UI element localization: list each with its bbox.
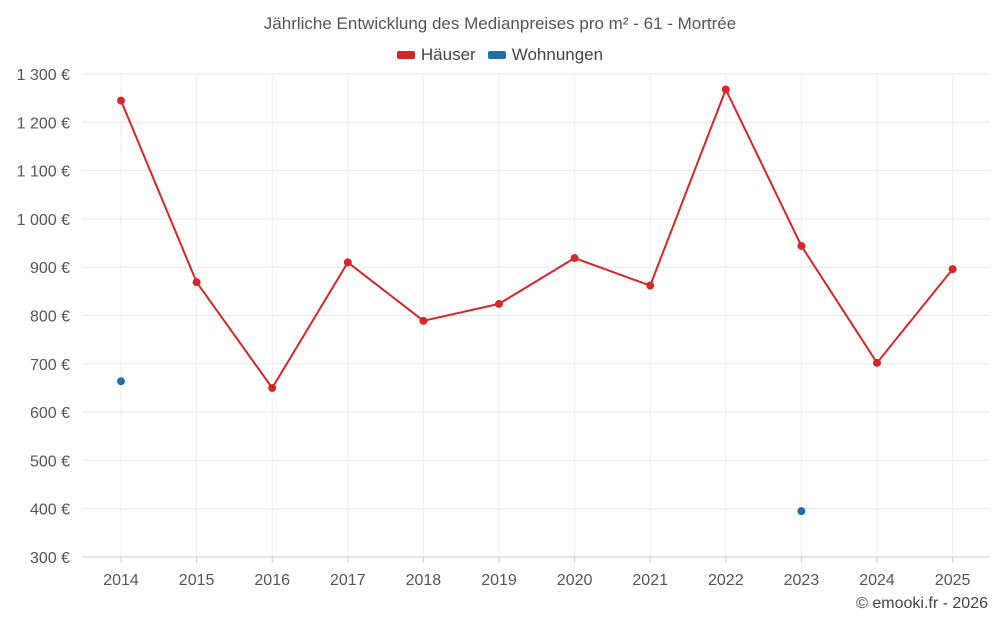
legend-swatch-apartments: [487, 51, 506, 59]
data-point-houses: [873, 358, 881, 367]
data-point-houses: [570, 254, 579, 263]
y-tick-label: 400 €: [30, 502, 70, 519]
footer-credit: © emooki.fr - 2026: [856, 595, 988, 612]
data-point-houses: [268, 383, 277, 392]
x-tick-label: 2018: [406, 572, 442, 589]
y-tick-label: 1 200 €: [17, 115, 70, 132]
series-line-houses: [120, 88, 954, 389]
data-point-houses: [343, 258, 352, 267]
chart-legend: Häuser Wohnungen: [0, 45, 1000, 65]
data-point-apartments: [797, 507, 806, 516]
y-tick-label: 600 €: [30, 405, 70, 422]
legend-item-houses[interactable]: Häuser: [396, 45, 476, 65]
data-point-houses: [721, 85, 730, 94]
data-point-houses: [495, 299, 503, 308]
chart-title: Jährliche Entwicklung des Medianpreises …: [263, 14, 737, 33]
x-tick-label: 2014: [103, 572, 139, 589]
x-tick-label: 2020: [557, 572, 593, 589]
y-tick-label: 900 €: [30, 260, 70, 277]
legend-label-apartments: Wohnungen: [511, 45, 604, 64]
data-point-houses: [797, 241, 806, 250]
x-tick-label: 2015: [179, 572, 215, 589]
legend-swatch-houses: [396, 51, 415, 59]
y-tick-label: 1 000 €: [17, 212, 70, 229]
y-tick-label: 800 €: [30, 309, 70, 326]
y-tick-label: 1 300 €: [17, 67, 70, 84]
data-point-houses: [948, 265, 957, 274]
data-point-houses: [117, 96, 125, 105]
x-tick-label: 2022: [708, 572, 744, 589]
data-point-apartments: [117, 377, 125, 386]
x-tick-label: 2016: [254, 572, 290, 589]
data-point-houses: [646, 281, 655, 290]
legend-label-houses: Häuser: [420, 45, 476, 64]
y-tick-label: 500 €: [30, 453, 70, 470]
legend-item-apartments[interactable]: Wohnungen: [487, 45, 604, 65]
y-tick-label: 1 100 €: [17, 164, 70, 181]
x-tick-label: 2023: [784, 572, 820, 589]
x-tick-label: 2019: [481, 572, 517, 589]
y-tick-label: 700 €: [30, 357, 70, 374]
data-point-houses: [419, 316, 428, 325]
data-point-houses: [192, 278, 201, 287]
x-tick-label: 2024: [859, 572, 895, 589]
y-tick-label: 300 €: [30, 550, 70, 567]
x-tick-label: 2025: [935, 572, 971, 589]
x-tick-label: 2017: [330, 572, 366, 589]
x-tick-label: 2021: [632, 572, 668, 589]
